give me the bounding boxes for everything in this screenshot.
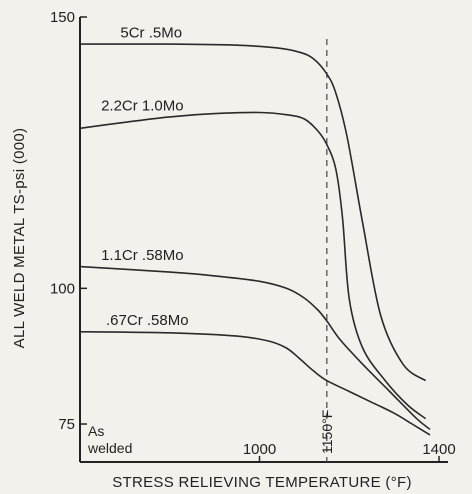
y-tick-label: 75: [58, 416, 75, 433]
reference-line-label: 1150°F: [319, 410, 335, 454]
as-welded-line-2: welded: [87, 440, 132, 456]
series-labels: 5Cr .5Mo 2.2Cr 1.0Mo 1.1Cr .58Mo .67Cr .58M…: [101, 25, 188, 330]
y-axis-title: ALL WELD METAL TS-psi (000): [11, 128, 28, 349]
series-line-3: [79, 265, 431, 431]
series-line-4: [79, 331, 431, 436]
series-line-2: [79, 111, 427, 420]
x-tick-label: 1000: [243, 441, 276, 458]
x-axis-ticks: 1000 1400: [243, 441, 456, 462]
series-label-3: 1.1Cr .58Mo: [101, 247, 184, 264]
y-axis-ticks: 150 100 75: [50, 9, 87, 433]
y-tick-label: 150: [50, 9, 75, 26]
series-label-1: 5Cr .5Mo: [120, 25, 182, 42]
x-axis-title: STRESS RELIEVING TEMPERATURE (°F): [112, 474, 412, 491]
series-label-4: .67Cr .58Mo: [106, 312, 189, 329]
as-welded-line-1: As: [88, 423, 104, 439]
as-welded-label: As welded: [87, 423, 132, 456]
x-tick-label: 1400: [422, 441, 455, 458]
y-tick-label: 100: [50, 280, 75, 297]
series-line-1: [79, 43, 427, 382]
series-label-2: 2.2Cr 1.0Mo: [101, 97, 184, 114]
series-curves: [79, 43, 431, 436]
